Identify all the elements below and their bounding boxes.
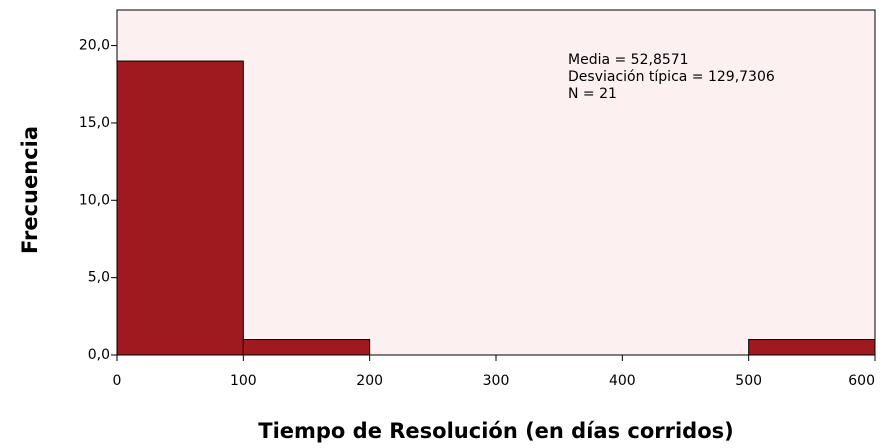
y-axis-label: Frecuencia xyxy=(18,126,42,254)
x-tick-label: 500 xyxy=(735,373,762,389)
y-tick-label: 10,0 xyxy=(79,192,110,208)
x-tick-label: 100 xyxy=(230,373,257,389)
y-tick-label: 20,0 xyxy=(79,38,110,54)
bar xyxy=(748,339,876,356)
x-axis-label: Tiempo de Resolución (en días corridos) xyxy=(258,419,733,443)
x-tick-label: 600 xyxy=(848,373,875,389)
bar xyxy=(242,339,371,356)
x-tick-label: 0 xyxy=(113,373,122,389)
x-tick-label: 300 xyxy=(483,373,510,389)
annotation: Media = 52,8571 xyxy=(568,52,689,68)
x-tick-label: 200 xyxy=(356,373,383,389)
y-tick-label: 5,0 xyxy=(88,270,110,286)
bar xyxy=(116,60,244,356)
annotation: N = 21 xyxy=(568,86,617,102)
y-tick-label: 0,0 xyxy=(88,347,110,363)
annotation: Desviación típica = 129,7306 xyxy=(568,69,775,85)
x-tick-label: 400 xyxy=(609,373,636,389)
y-tick-label: 15,0 xyxy=(79,115,110,131)
